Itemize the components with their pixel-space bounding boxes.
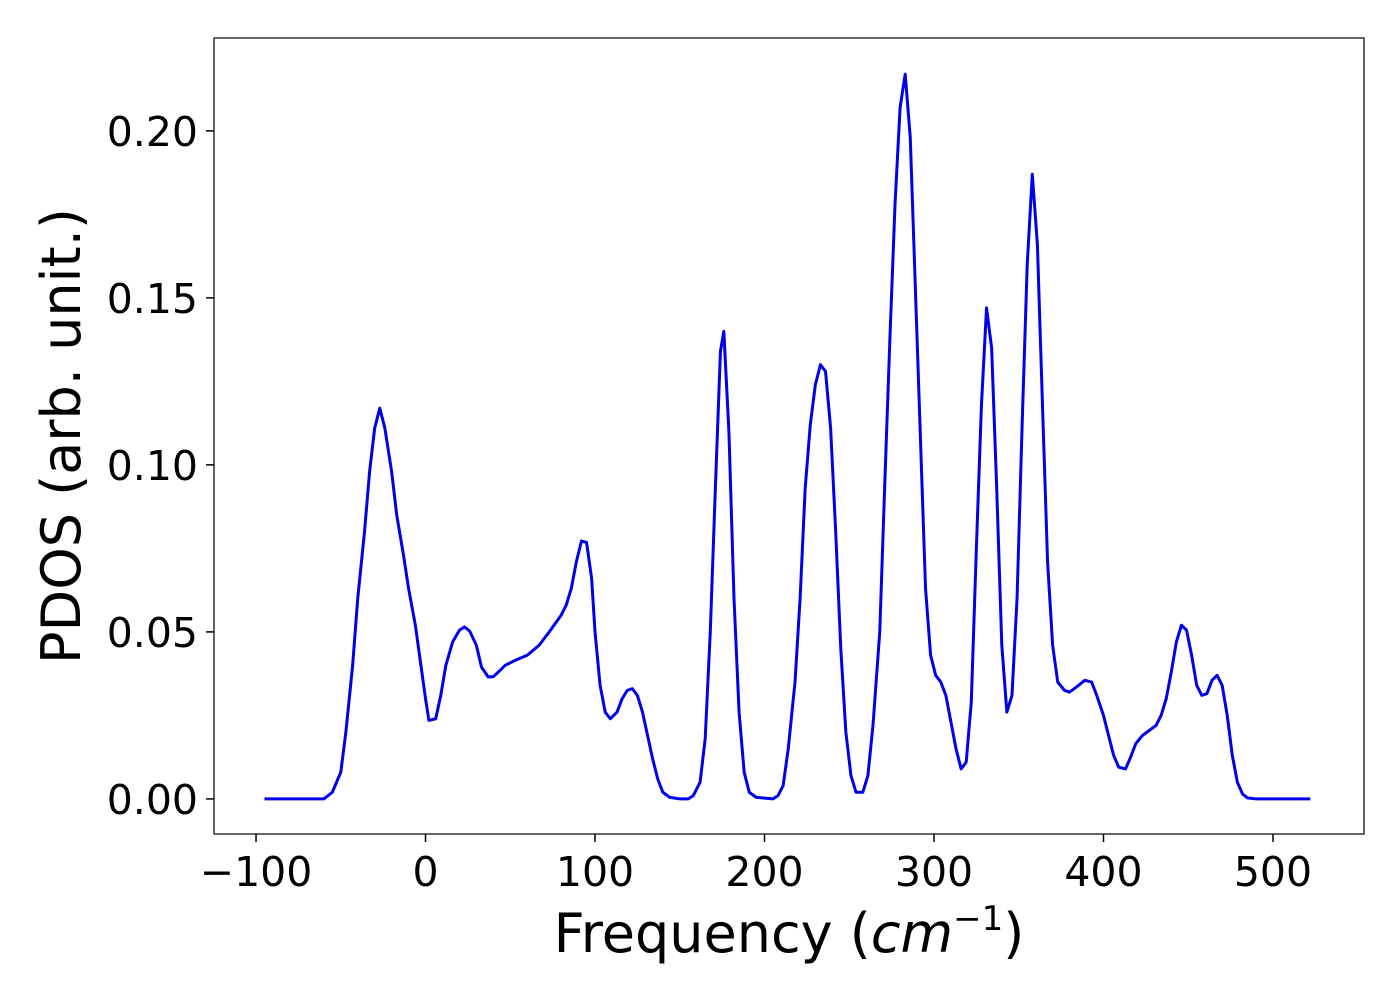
x-tick-label: 500 <box>1234 848 1312 896</box>
y-tick-label: 0.15 <box>107 275 198 323</box>
x-tick-label: −100 <box>200 848 313 896</box>
data-line <box>264 72 1311 801</box>
x-tick-label: 100 <box>556 848 634 896</box>
x-label-unit: cm <box>871 902 953 965</box>
x-axis-label: Frequency (cm−1) <box>554 899 1025 965</box>
y-tick-label: 0.20 <box>107 108 198 156</box>
x-label-close: ) <box>1003 902 1024 965</box>
plot-frame <box>213 37 1365 835</box>
y-tick-label: 0.00 <box>107 776 198 824</box>
x-tick-label: 0 <box>412 848 438 896</box>
y-tick-label: 0.05 <box>107 609 198 657</box>
y-axis-label: PDOS (arb. unit.) <box>30 208 93 664</box>
x-tick-label: 300 <box>895 848 973 896</box>
x-label-exponent: −1 <box>953 899 1003 939</box>
x-label-text: Frequency ( <box>554 902 871 965</box>
y-tick-label: 0.10 <box>107 442 198 490</box>
x-tick-label: 400 <box>1064 848 1142 896</box>
x-tick-label: 200 <box>725 848 803 896</box>
